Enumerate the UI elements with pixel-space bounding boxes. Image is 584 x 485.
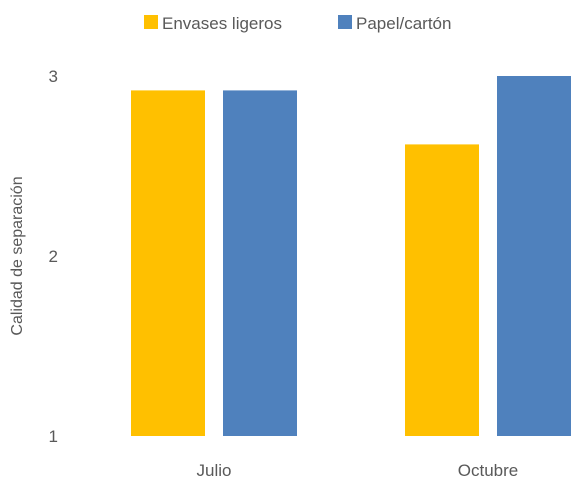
- legend-label-envases-ligeros: Envases ligeros: [162, 14, 282, 33]
- legend-swatch-envases-ligeros: [144, 15, 158, 29]
- x-tick-label-octubre: Octubre: [458, 461, 518, 480]
- legend: Envases ligeros Papel/cartón: [144, 14, 451, 33]
- legend-label-papel-carton: Papel/cartón: [356, 14, 451, 33]
- x-axis-ticks: Julio Octubre: [197, 461, 519, 480]
- bars: [131, 76, 571, 437]
- y-tick-label: 1: [49, 427, 58, 446]
- bar-envases-ligeros-julio: [131, 90, 205, 437]
- legend-swatch-papel-carton: [338, 15, 352, 29]
- y-tick-label: 3: [49, 67, 58, 86]
- bar-envases-ligeros-octubre: [405, 144, 479, 436]
- y-tick-label: 2: [49, 247, 58, 266]
- y-axis-ticks: 1 2 3: [49, 67, 58, 446]
- bar-papel-carton-octubre: [497, 76, 571, 436]
- x-tick-label-julio: Julio: [197, 461, 232, 480]
- bar-papel-carton-julio: [223, 90, 297, 437]
- y-axis-label: Calidad de separación: [9, 176, 26, 335]
